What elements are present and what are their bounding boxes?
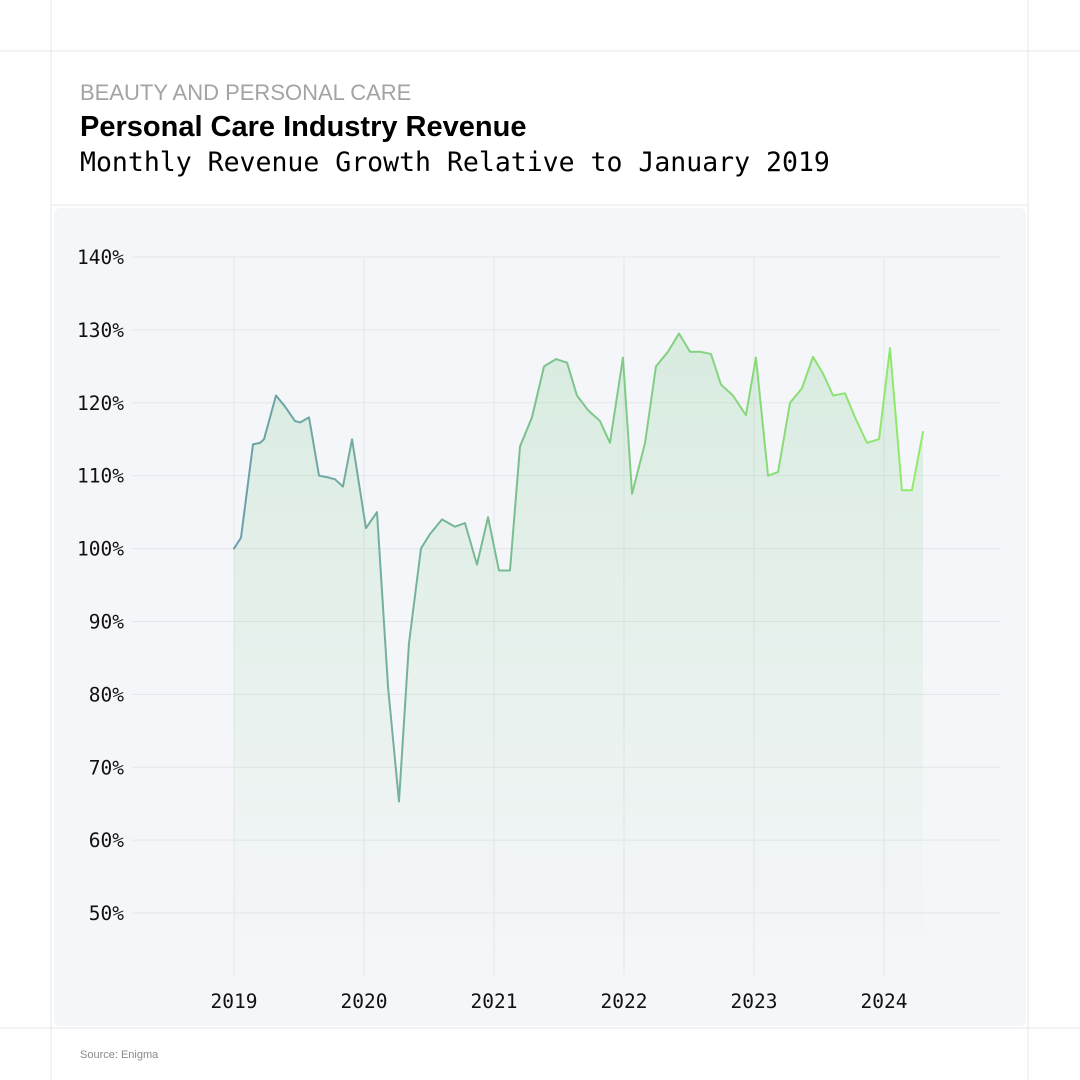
- y-tick-label: 90%: [89, 610, 124, 633]
- y-tick-label: 80%: [89, 683, 124, 706]
- y-tick-label: 120%: [77, 392, 124, 415]
- area: [234, 333, 923, 975]
- x-tick-label: 2023: [731, 990, 778, 1013]
- y-tick-label: 140%: [77, 246, 124, 269]
- x-tick-label: 2020: [341, 990, 388, 1013]
- kicker: BEAUTY AND PERSONAL CARE: [80, 80, 411, 105]
- source: Source: Enigma: [80, 1049, 159, 1061]
- axis-labels: 50% 60% 70% 80% 90% 100% 110% 120% 130% 140% 2019 2…: [77, 246, 907, 1013]
- y-tick-label: 60%: [89, 829, 124, 852]
- x-tick-label: 2019: [211, 990, 258, 1013]
- line: [233, 332, 924, 803]
- plot: [233, 332, 924, 975]
- x-tick-label: 2022: [601, 990, 648, 1013]
- y-tick-label: 110%: [77, 465, 124, 488]
- x-tick-label: 2024: [861, 990, 908, 1013]
- y-tick-label: 100%: [77, 538, 124, 561]
- x-tick-label: 2021: [471, 990, 518, 1013]
- chart-subtitle: Monthly Revenue Growth Relative to Janua…: [80, 147, 830, 178]
- chart-title: Personal Care Industry Revenue: [80, 111, 526, 143]
- y-tick-label: 50%: [89, 902, 124, 925]
- y-tick-label: 130%: [77, 319, 124, 342]
- y-tick-label: 70%: [89, 756, 124, 779]
